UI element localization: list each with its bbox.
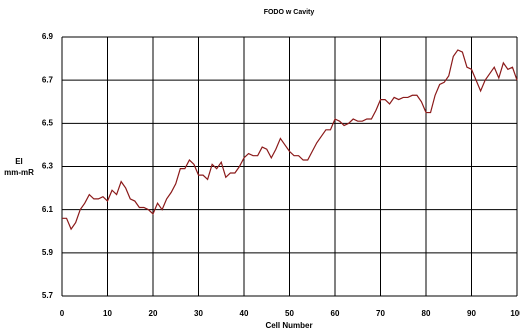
y-tick-label: 5.7 [42, 291, 54, 300]
x-tick-label: 50 [285, 309, 294, 318]
x-tick-label: 0 [60, 309, 65, 318]
y-tick-label: 6.9 [42, 32, 54, 41]
x-tick-label: 10 [103, 309, 112, 318]
y-tick-label: 6.1 [42, 205, 54, 214]
y-tick-label: 6.7 [42, 75, 54, 84]
x-axis-label: Cell Number [265, 321, 312, 330]
y-tick-label: 6.5 [42, 118, 54, 127]
x-tick-label: 40 [240, 309, 249, 318]
x-tick-label: 30 [194, 309, 203, 318]
x-tick-label: 90 [467, 309, 476, 318]
chart-title: FODO w Cavity [264, 9, 315, 16]
x-tick-label: 70 [376, 309, 385, 318]
y-tick-label: 6.3 [42, 162, 54, 171]
x-tick-label: 60 [331, 309, 340, 318]
x-tick-label: 20 [149, 309, 158, 318]
y-tick-label: 5.9 [42, 248, 54, 257]
x-tick-label: 80 [422, 309, 431, 318]
x-tick-label: 100 [510, 309, 520, 318]
y-axis-label: mm-mR [4, 168, 34, 177]
data-line [62, 49, 518, 231]
y-axis-label: El [15, 157, 23, 166]
